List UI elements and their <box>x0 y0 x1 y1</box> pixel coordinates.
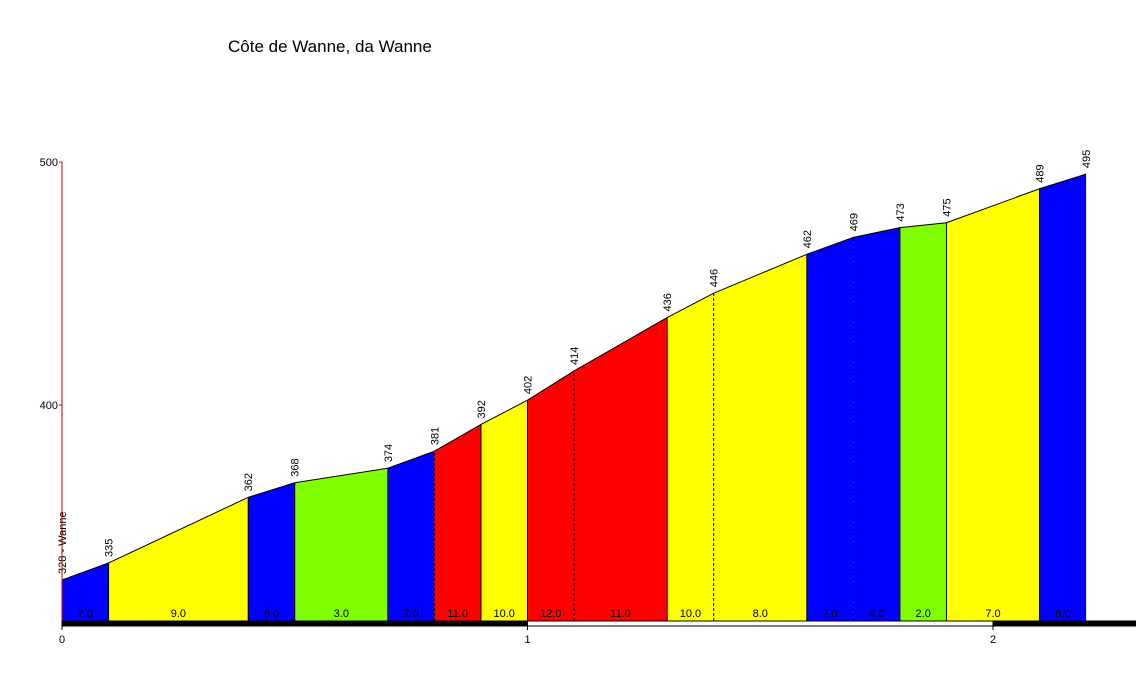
segment-fill-5 <box>434 424 481 621</box>
elevation-label-0: 328 - Wanne <box>57 511 69 574</box>
gradient-label-5: 11.0 <box>447 608 468 620</box>
elevation-label-11: 462 <box>802 230 814 248</box>
elevation-label-3: 368 <box>290 458 302 476</box>
x-axis: 0 1 2 <box>59 620 1136 646</box>
elevation-label-9: 436 <box>662 293 674 311</box>
elevation-label-5: 381 <box>429 427 441 445</box>
gradient-label-0: 7.0 <box>78 608 93 620</box>
segment-fill-10 <box>713 254 807 621</box>
distance-bar-0 <box>61 620 528 627</box>
segment-fill-12 <box>853 227 900 622</box>
segment-fill-8 <box>574 317 668 621</box>
elevation-label-12: 469 <box>848 213 860 231</box>
gradient-label-12: 4.0 <box>869 608 884 620</box>
gradient-label-10: 8.0 <box>753 608 768 620</box>
profile-line <box>61 173 1087 581</box>
gradient-label-8: 11.0 <box>610 608 631 620</box>
segment-fill-15 <box>1039 174 1087 621</box>
gradient-label-2: 6.0 <box>264 608 279 620</box>
distance-bar-2 <box>992 620 1136 627</box>
elevation-labels: 328 - Wanne 335 362 368 374 381 392 402 414 436 44… <box>57 150 1093 574</box>
y-tick-label-1: 500 <box>40 157 58 169</box>
segment-fill-11 <box>806 237 854 621</box>
gradient-label-11: 7.0 <box>822 608 837 620</box>
gradient-label-15: 6.0 <box>1055 608 1070 620</box>
elevation-label-13: 473 <box>895 203 907 221</box>
segment-fill-9 <box>667 293 714 621</box>
gradient-label-6: 10.0 <box>494 608 515 620</box>
elevation-label-15: 489 <box>1035 164 1047 182</box>
segment-fill-4 <box>387 451 435 621</box>
elevation-label-14: 475 <box>941 198 953 216</box>
segment-fill-0 <box>62 562 109 621</box>
gradient-label-3: 3.0 <box>334 608 349 620</box>
elevation-label-8: 414 <box>569 347 581 365</box>
x-tick-label-0: 0 <box>59 634 65 646</box>
elevation-label-16: 495 <box>1081 150 1093 168</box>
x-tick-label-1: 1 <box>524 634 530 646</box>
elevation-label-4: 374 <box>383 444 395 462</box>
gradient-labels: 7.0 9.0 6.0 3.0 7.0 11.0 10.0 12.0 11.0 10.0 8.0 7.… <box>78 608 1071 620</box>
segment-dividers <box>108 188 1041 621</box>
gradient-label-7: 12.0 <box>540 608 561 620</box>
segment-fill-2 <box>248 482 295 621</box>
x-tick-label-2: 2 <box>990 634 996 646</box>
segment-fill-3 <box>294 468 388 621</box>
segment-fill-13 <box>899 222 947 621</box>
gradient-segments <box>62 174 1087 622</box>
elevation-label-2: 362 <box>243 473 255 491</box>
gradient-label-9: 10.0 <box>680 608 701 620</box>
gradient-label-13: 2.0 <box>916 608 931 620</box>
elevation-label-6: 392 <box>476 400 488 418</box>
segment-fill-6 <box>480 400 528 621</box>
elevation-label-7: 402 <box>523 376 535 394</box>
elevation-label-10: 446 <box>709 269 721 287</box>
y-tick-label-0: 400 <box>40 400 58 412</box>
segment-fill-1 <box>108 497 249 621</box>
chart-title: Côte de Wanne, da Wanne <box>228 37 432 56</box>
gradient-label-14: 7.0 <box>985 608 1000 620</box>
distance-bar-1 <box>527 620 994 627</box>
elevation-label-1: 335 <box>104 539 116 557</box>
y-axis: 400 500 <box>40 157 63 621</box>
segment-fill-14 <box>946 188 1040 622</box>
segment-fill-7 <box>527 370 575 621</box>
gradient-label-1: 9.0 <box>171 608 186 620</box>
gradient-label-4: 7.0 <box>403 608 418 620</box>
